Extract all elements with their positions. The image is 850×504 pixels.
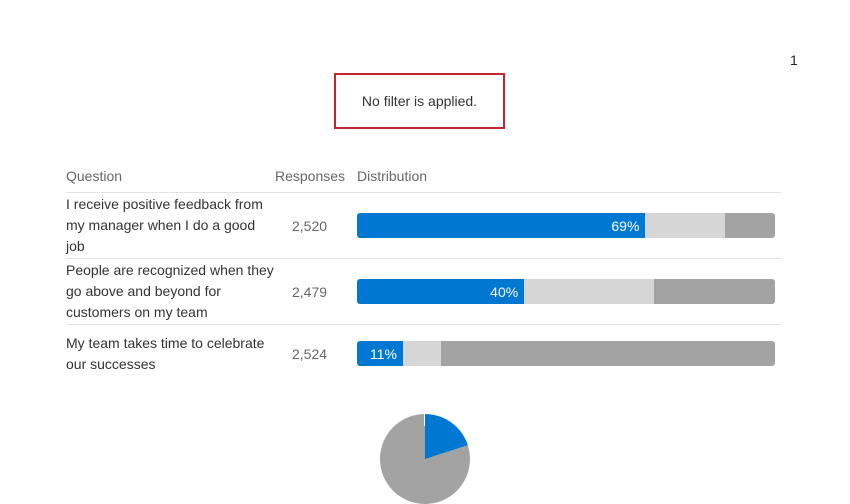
pie-chart-partial: [380, 414, 470, 504]
favorable-segment: 11%: [357, 341, 403, 366]
distribution-bar: 11%: [357, 341, 775, 366]
question-text: I receive positive feedback from my mana…: [66, 196, 263, 254]
unfavorable-segment: [724, 213, 775, 238]
table-header: Question Responses Distribution: [66, 160, 781, 193]
favorable-segment: 69%: [357, 213, 646, 238]
response-count: 2,479: [292, 283, 328, 300]
page-number: 1: [790, 52, 798, 68]
table-row: My team takes time to celebrate our succ…: [66, 325, 781, 382]
favorable-label: 40%: [490, 283, 519, 300]
response-count: 2,520: [292, 217, 328, 234]
header-responses: Responses: [275, 168, 346, 184]
filter-status-text: No filter is applied.: [361, 93, 478, 109]
neutral-segment: [524, 279, 654, 304]
favorable-segment: 40%: [357, 279, 525, 304]
distribution-bar: 40%: [357, 279, 775, 304]
filter-status-box: No filter is applied.: [334, 73, 505, 129]
table-row: I receive positive feedback from my mana…: [66, 193, 781, 259]
unfavorable-segment: [440, 341, 775, 366]
distribution-table: Question Responses Distribution I receiv…: [66, 160, 781, 382]
table-row: People are recognized when they go above…: [66, 259, 781, 325]
distribution-bar: 69%: [357, 213, 775, 238]
unfavorable-segment: [653, 279, 775, 304]
favorable-label: 69%: [611, 217, 640, 234]
header-question: Question: [66, 168, 123, 184]
favorable-label: 11%: [369, 345, 397, 362]
neutral-segment: [402, 341, 441, 366]
question-text: My team takes time to celebrate our succ…: [66, 334, 265, 372]
header-distribution: Distribution: [357, 168, 428, 184]
pie-divider: [424, 414, 425, 426]
response-count: 2,524: [292, 345, 328, 362]
neutral-segment: [645, 213, 725, 238]
question-text: People are recognized when they go above…: [66, 262, 274, 320]
